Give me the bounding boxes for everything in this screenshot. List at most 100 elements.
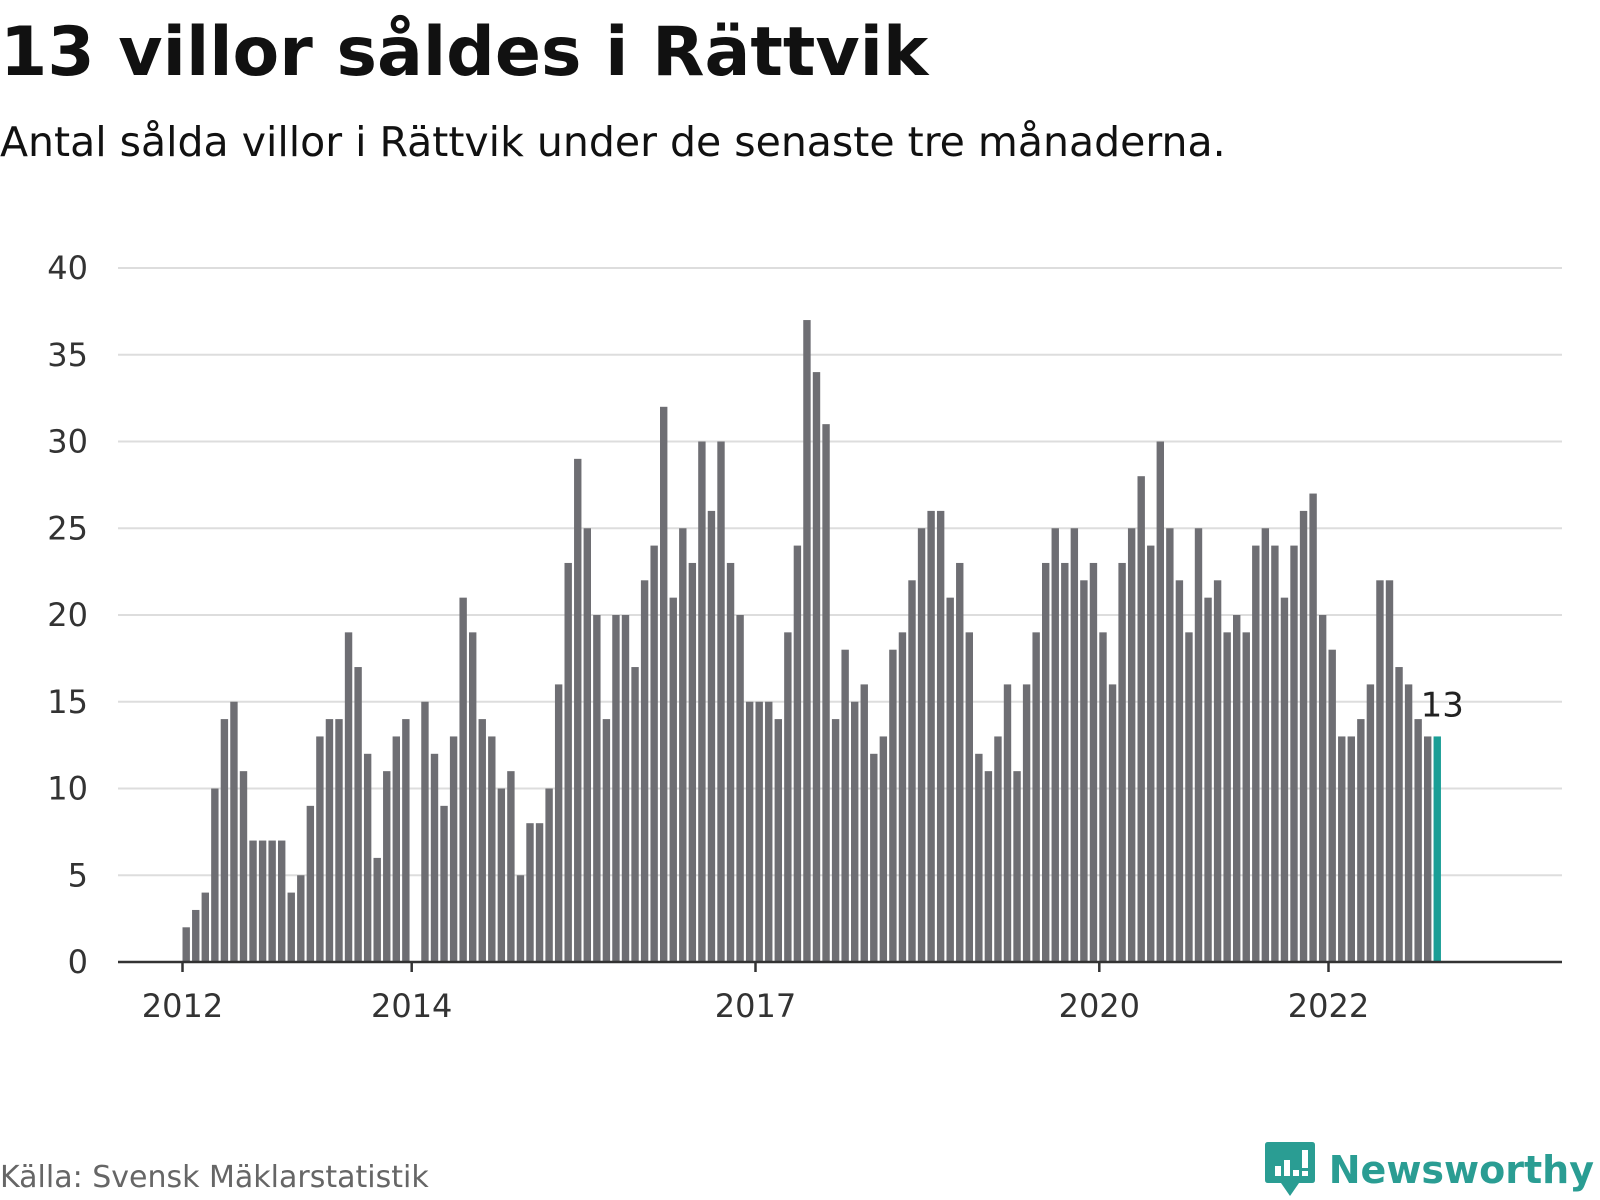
bar — [1309, 493, 1317, 962]
bar — [745, 701, 754, 962]
bar — [1395, 667, 1403, 962]
bar — [1280, 597, 1289, 962]
bar — [1108, 684, 1117, 962]
bar — [936, 510, 945, 962]
bar — [879, 736, 888, 962]
bar — [650, 545, 658, 962]
bar — [1376, 580, 1384, 962]
bar — [784, 632, 792, 962]
bar — [497, 788, 506, 962]
bar — [516, 875, 525, 962]
bar — [220, 719, 229, 962]
bar — [1233, 615, 1241, 962]
bar — [946, 597, 954, 962]
bar — [774, 719, 782, 962]
bar — [1204, 597, 1212, 962]
y-tick-label: 40 — [47, 249, 88, 287]
bar-chart: 0 5 10 15 20 25 30 35 40 2012 2014 2017 2020 2022 13 — [47, 249, 1562, 1025]
bar — [956, 562, 964, 962]
bar — [1156, 441, 1164, 962]
chart-title: 13 villor såldes i Rättvik — [0, 13, 929, 92]
bar — [421, 701, 429, 962]
bar — [1347, 736, 1355, 962]
bar — [793, 545, 802, 962]
bar — [717, 441, 725, 962]
bar — [593, 615, 601, 962]
bar — [363, 753, 372, 962]
bar — [822, 424, 830, 962]
bar — [373, 857, 381, 962]
bar — [526, 823, 534, 962]
bar — [1022, 684, 1031, 962]
bar — [583, 528, 591, 962]
bar — [1404, 684, 1413, 962]
y-tick-label: 30 — [47, 423, 88, 461]
bar — [383, 771, 391, 962]
source-note: Källa: Svensk Mäklarstatistik — [0, 1160, 429, 1195]
bar — [831, 719, 840, 962]
bar — [335, 719, 343, 962]
bar — [965, 632, 973, 962]
bar — [201, 892, 209, 962]
bar — [545, 788, 553, 962]
bar — [1290, 545, 1298, 962]
bar — [812, 372, 821, 963]
bar — [402, 719, 410, 962]
bar — [870, 753, 878, 962]
chart-subtitle: Antal sålda villor i Rättvik under de se… — [0, 118, 1226, 166]
bar — [1013, 771, 1021, 962]
bar — [1185, 632, 1193, 962]
bar — [211, 788, 219, 962]
bar — [1414, 719, 1422, 962]
bar — [1051, 528, 1059, 962]
bar — [1032, 632, 1040, 962]
y-tick-label: 0 — [68, 943, 88, 981]
bar — [975, 753, 983, 962]
bar — [1070, 528, 1079, 962]
bar — [841, 649, 849, 962]
bar — [449, 736, 458, 962]
bar — [621, 615, 630, 962]
bar — [898, 632, 907, 962]
bar — [1213, 580, 1222, 962]
y-tick-label: 20 — [47, 596, 88, 634]
bar — [726, 562, 735, 962]
x-axis-ticks: 2012 2014 2017 2020 2022 — [142, 962, 1369, 1025]
bar — [1080, 580, 1088, 962]
bar — [660, 406, 668, 962]
bar — [1242, 632, 1250, 962]
bar — [258, 840, 267, 962]
bar — [1003, 684, 1012, 962]
bar — [1424, 736, 1432, 962]
bar — [306, 805, 315, 962]
bar — [1328, 649, 1336, 962]
bar — [631, 667, 639, 962]
newsworthy-logo-icon — [1264, 1142, 1315, 1196]
bar — [1261, 528, 1270, 962]
bars — [182, 320, 1441, 963]
bar — [889, 649, 897, 962]
bar — [860, 684, 868, 962]
bar — [182, 927, 190, 962]
bar — [1042, 562, 1050, 962]
bar — [507, 771, 515, 962]
bar — [927, 510, 935, 962]
x-tick-label: 2022 — [1288, 987, 1369, 1025]
x-tick-label: 2017 — [715, 987, 796, 1025]
bar — [688, 562, 697, 962]
bar — [755, 701, 763, 962]
bar — [669, 597, 677, 962]
bar — [1252, 545, 1260, 962]
bar — [640, 580, 649, 962]
bar — [736, 615, 744, 962]
bar — [1147, 545, 1155, 962]
bar — [488, 736, 496, 962]
bar — [1357, 719, 1365, 962]
bar — [1089, 562, 1098, 962]
bar — [192, 909, 200, 962]
bar — [1127, 528, 1136, 962]
bar — [1366, 684, 1375, 962]
bar — [1299, 510, 1308, 962]
bar — [354, 667, 362, 962]
bar — [917, 528, 926, 962]
